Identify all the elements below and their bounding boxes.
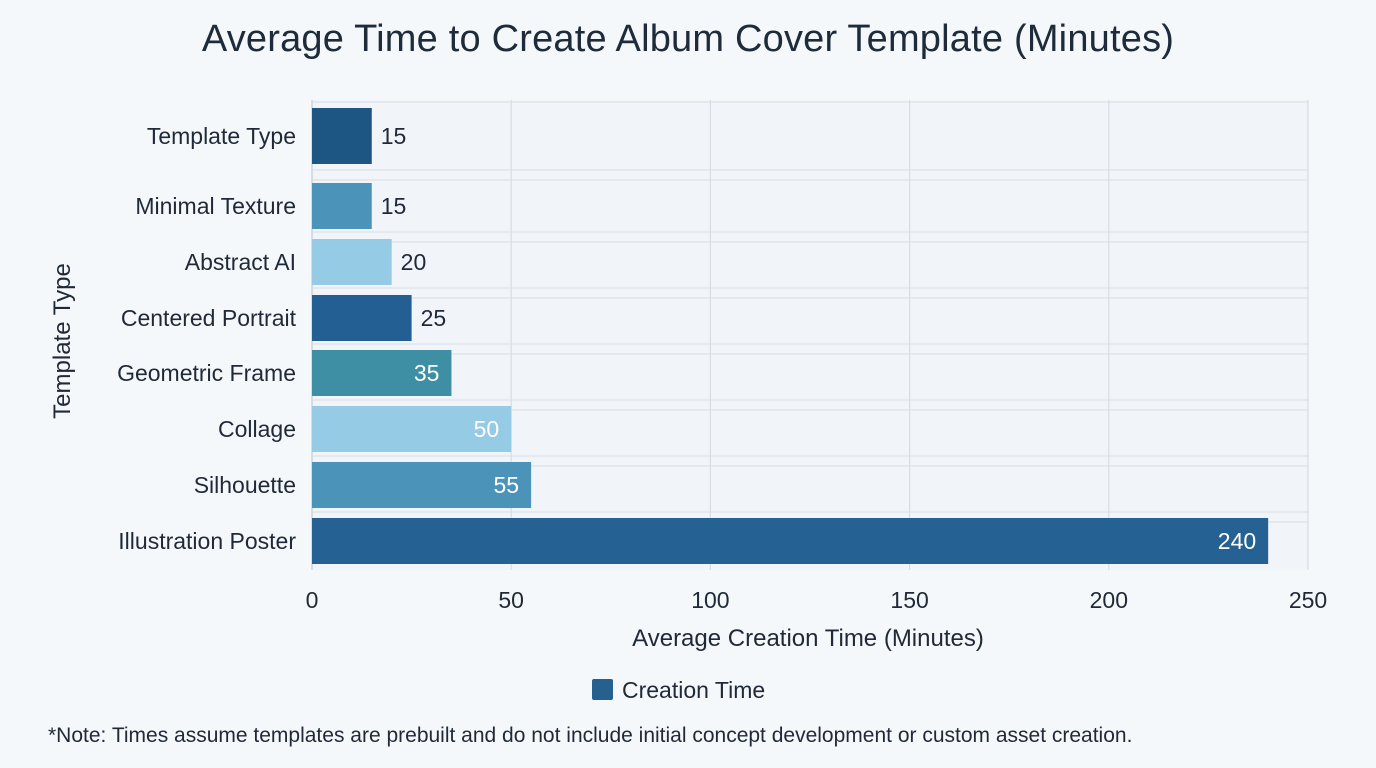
y-tick-label: Abstract AI [185, 249, 296, 275]
chart-title: Average Time to Create Album Cover Templ… [201, 18, 1175, 60]
footnote: *Note: Times assume templates are prebui… [48, 724, 1133, 747]
data-label: 25 [421, 305, 447, 331]
bar [312, 108, 372, 164]
data-label: 50 [474, 416, 500, 442]
y-axis-label: Template Type [49, 263, 76, 419]
data-label: 35 [414, 360, 440, 386]
y-tick-label: Illustration Poster [118, 528, 296, 554]
x-tick-label: 250 [1289, 587, 1327, 613]
bar [312, 183, 372, 229]
legend-swatch [592, 679, 613, 700]
data-label: 15 [381, 193, 407, 219]
x-tick-label: 100 [691, 587, 729, 613]
data-label: 240 [1218, 528, 1256, 554]
x-axis-label: Average Creation Time (Minutes) [632, 625, 984, 652]
bar [312, 518, 1269, 564]
data-label: 20 [401, 249, 427, 275]
bar [312, 295, 412, 341]
y-tick-label: Geometric Frame [117, 360, 296, 386]
data-label: 55 [494, 472, 520, 498]
bar [312, 239, 392, 285]
legend-label: Creation Time [622, 677, 765, 703]
bar [312, 406, 512, 452]
y-tick-label: Template Type [147, 123, 296, 149]
x-tick-label: 50 [498, 587, 524, 613]
y-tick-label: Collage [218, 416, 296, 442]
x-tick-label: 0 [306, 587, 319, 613]
x-tick-label: 150 [890, 587, 928, 613]
y-tick-label: Silhouette [194, 472, 296, 498]
bar [312, 462, 532, 508]
data-label: 15 [381, 123, 407, 149]
y-tick-label: Minimal Texture [135, 193, 296, 219]
y-tick-label: Centered Portrait [121, 305, 297, 331]
bar [312, 350, 452, 396]
x-tick-label: 200 [1090, 587, 1128, 613]
